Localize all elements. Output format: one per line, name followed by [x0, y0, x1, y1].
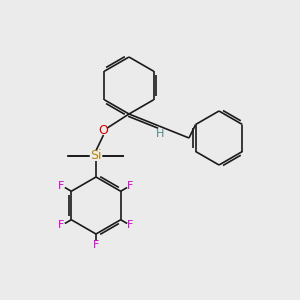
Text: F: F — [58, 220, 64, 230]
Text: F: F — [93, 240, 99, 250]
Text: O: O — [99, 124, 108, 137]
Text: H: H — [156, 129, 165, 140]
Text: Si: Si — [90, 149, 102, 163]
Text: F: F — [128, 181, 134, 190]
Text: F: F — [58, 181, 64, 190]
Text: F: F — [128, 220, 134, 230]
